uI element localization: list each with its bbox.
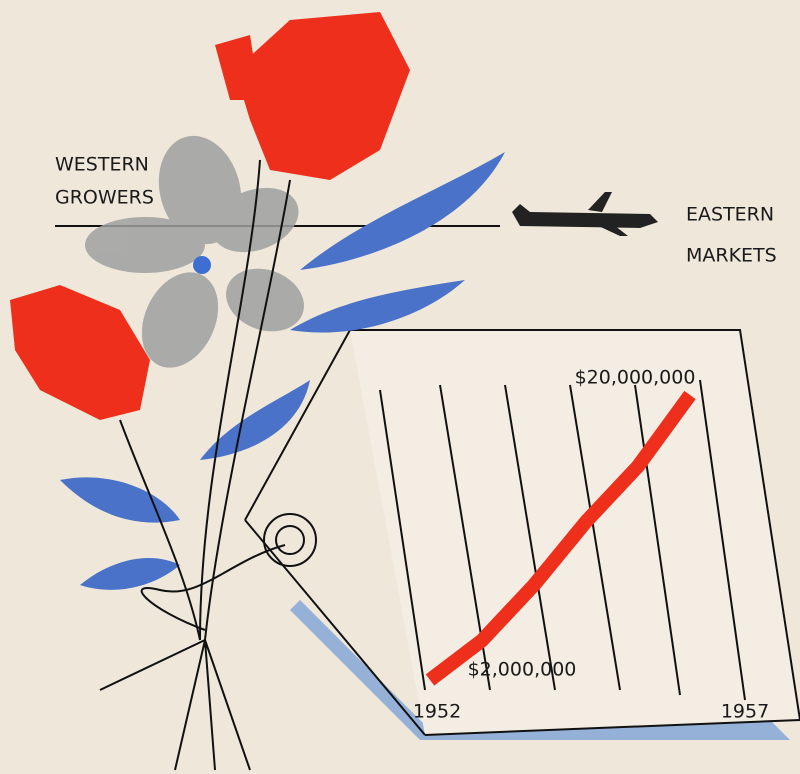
value-label: $20,000,000 [575,367,696,389]
annotation: WESTERN [55,154,149,176]
value-label: $2,000,000 [468,659,577,681]
annotation: EASTERN [686,204,774,226]
annotation: GROWERS [55,187,154,209]
x-tick-label: 1957 [721,701,769,723]
illustration: WESTERN GROWERS EASTERN MARKETS 1952 1957… [0,0,800,774]
x-tick-label: 1952 [413,701,461,723]
annotation: MARKETS [686,245,777,267]
